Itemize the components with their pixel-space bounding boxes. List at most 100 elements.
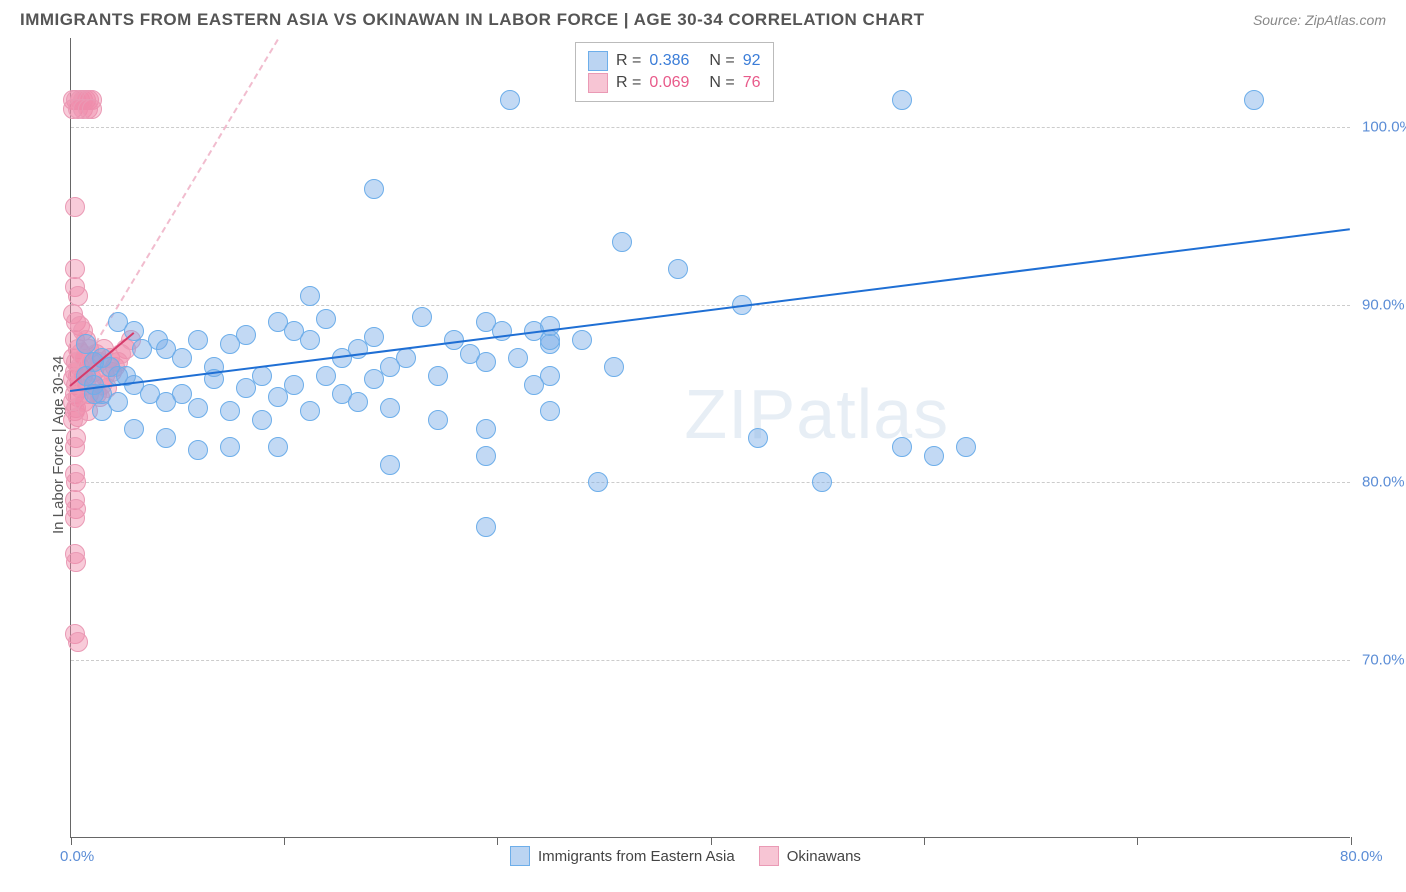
- x-tick: [711, 837, 712, 845]
- correlation-scatter-chart: 70.0%80.0%90.0%100.0%0.0%80.0%In Labor F…: [20, 36, 1386, 884]
- data-point-blue: [188, 330, 208, 350]
- data-point-blue: [892, 90, 912, 110]
- swatch-blue: [588, 51, 608, 71]
- data-point-blue: [316, 309, 336, 329]
- data-point-blue: [428, 410, 448, 430]
- data-point-blue: [268, 437, 288, 457]
- data-point-pink: [82, 99, 102, 119]
- legend-stats: R = 0.386 N = 92 R = 0.069 N = 76: [575, 42, 774, 102]
- data-point-blue: [892, 437, 912, 457]
- plot-area: [70, 38, 1350, 838]
- data-point-blue: [284, 375, 304, 395]
- data-point-blue: [188, 398, 208, 418]
- legend-swatch: [510, 846, 530, 866]
- data-point-blue: [476, 517, 496, 537]
- data-point-blue: [572, 330, 592, 350]
- legend-stat-row-blue: R = 0.386 N = 92: [588, 51, 761, 71]
- y-tick-label: 100.0%: [1362, 118, 1406, 135]
- gridline: [71, 482, 1350, 483]
- stat-r-label: R =: [616, 74, 641, 92]
- x-tick: [1137, 837, 1138, 845]
- data-point-blue: [188, 440, 208, 460]
- data-point-blue: [668, 259, 688, 279]
- gridline: [71, 127, 1350, 128]
- data-point-blue: [500, 90, 520, 110]
- legend-stat-row-pink: R = 0.069 N = 76: [588, 73, 761, 93]
- stat-r-value-pink: 0.069: [649, 74, 689, 92]
- data-point-blue: [348, 392, 368, 412]
- data-point-blue: [300, 401, 320, 421]
- stat-r-label: R =: [616, 52, 641, 70]
- chart-header: IMMIGRANTS FROM EASTERN ASIA VS OKINAWAN…: [0, 0, 1406, 36]
- data-point-blue: [300, 286, 320, 306]
- data-point-blue: [476, 446, 496, 466]
- stat-r-value-blue: 0.386: [649, 52, 689, 70]
- data-point-pink: [65, 197, 85, 217]
- gridline: [71, 660, 1350, 661]
- x-tick: [497, 837, 498, 845]
- data-point-pink: [66, 552, 86, 572]
- data-point-blue: [476, 419, 496, 439]
- legend-swatch: [759, 846, 779, 866]
- data-point-blue: [1244, 90, 1264, 110]
- y-tick-label: 70.0%: [1362, 652, 1405, 669]
- data-point-blue: [252, 410, 272, 430]
- data-point-blue: [252, 366, 272, 386]
- legend-item: Immigrants from Eastern Asia: [510, 846, 735, 866]
- data-point-blue: [748, 428, 768, 448]
- data-point-blue: [172, 384, 192, 404]
- legend-label: Immigrants from Eastern Asia: [538, 848, 735, 865]
- y-tick-label: 90.0%: [1362, 296, 1405, 313]
- x-tick: [71, 837, 72, 845]
- data-point-blue: [604, 357, 624, 377]
- data-point-blue: [364, 327, 384, 347]
- chart-title: IMMIGRANTS FROM EASTERN ASIA VS OKINAWAN…: [20, 10, 925, 30]
- data-point-blue: [956, 437, 976, 457]
- data-point-pink: [65, 508, 85, 528]
- data-point-blue: [220, 401, 240, 421]
- data-point-blue: [412, 307, 432, 327]
- data-point-blue: [380, 455, 400, 475]
- data-point-blue: [540, 366, 560, 386]
- x-tick-label: 80.0%: [1340, 848, 1383, 865]
- data-point-blue: [236, 325, 256, 345]
- legend-item: Okinawans: [759, 846, 861, 866]
- data-point-blue: [316, 366, 336, 386]
- data-point-blue: [588, 472, 608, 492]
- swatch-pink: [588, 73, 608, 93]
- data-point-pink: [65, 437, 85, 457]
- x-tick: [1351, 837, 1352, 845]
- series-legend: Immigrants from Eastern Asia Okinawans: [510, 846, 861, 866]
- stat-n-label: N =: [709, 52, 734, 70]
- data-point-blue: [364, 179, 384, 199]
- x-tick: [924, 837, 925, 845]
- stat-n-value-pink: 76: [743, 74, 761, 92]
- data-point-blue: [132, 339, 152, 359]
- legend-label: Okinawans: [787, 848, 861, 865]
- data-point-blue: [428, 366, 448, 386]
- data-point-blue: [220, 437, 240, 457]
- data-point-blue: [540, 401, 560, 421]
- data-point-blue: [124, 419, 144, 439]
- y-tick-label: 80.0%: [1362, 474, 1405, 491]
- data-point-blue: [612, 232, 632, 252]
- data-point-blue: [156, 428, 176, 448]
- gridline: [71, 305, 1350, 306]
- data-point-pink: [68, 632, 88, 652]
- data-point-blue: [380, 398, 400, 418]
- data-point-blue: [508, 348, 528, 368]
- data-point-blue: [924, 446, 944, 466]
- stat-n-value-blue: 92: [743, 52, 761, 70]
- x-tick: [284, 837, 285, 845]
- data-point-blue: [476, 312, 496, 332]
- x-tick-label: 0.0%: [60, 848, 94, 865]
- data-point-blue: [396, 348, 416, 368]
- data-point-blue: [364, 369, 384, 389]
- data-point-blue: [172, 348, 192, 368]
- data-point-blue: [812, 472, 832, 492]
- data-point-blue: [476, 352, 496, 372]
- stat-n-label: N =: [709, 74, 734, 92]
- data-point-blue: [300, 330, 320, 350]
- chart-source: Source: ZipAtlas.com: [1253, 12, 1386, 28]
- data-point-blue: [236, 378, 256, 398]
